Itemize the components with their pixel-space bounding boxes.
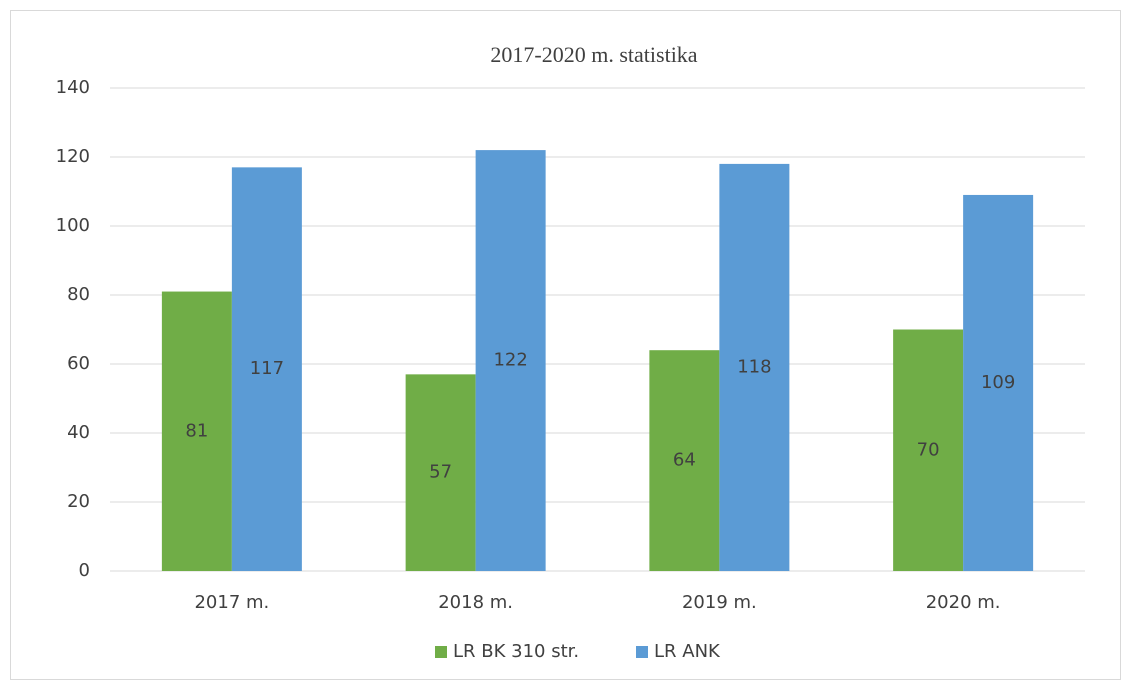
x-tick-label: 2017 m. — [194, 592, 269, 613]
bar — [893, 329, 964, 571]
bar — [405, 374, 476, 571]
y-tick-label: 20 — [67, 491, 90, 512]
y-tick-label: 100 — [56, 215, 90, 236]
data-label: 70 — [917, 439, 940, 460]
y-tick-label: 120 — [56, 146, 90, 167]
bar — [963, 194, 1034, 571]
data-label: 57 — [429, 462, 452, 483]
x-tick-label: 2019 m. — [682, 592, 757, 613]
data-label: 64 — [673, 450, 696, 471]
data-label: 109 — [981, 372, 1015, 393]
data-label: 118 — [737, 356, 771, 377]
x-tick-label: 2018 m. — [438, 592, 513, 613]
data-label: 117 — [250, 358, 284, 379]
bar — [719, 163, 790, 571]
data-label: 81 — [185, 420, 208, 441]
data-label: 122 — [493, 350, 527, 371]
y-tick-label: 0 — [79, 560, 90, 581]
bar — [649, 350, 720, 571]
y-tick-label: 80 — [67, 284, 90, 305]
x-tick-label: 2020 m. — [926, 592, 1001, 613]
chart-title: 2017-2020 m. statistika — [490, 42, 697, 67]
bar — [161, 291, 232, 571]
legend-label: LR BK 310 str. — [453, 641, 579, 662]
legend-swatch — [435, 646, 447, 658]
bar — [475, 150, 546, 571]
y-tick-label: 140 — [56, 77, 90, 98]
y-tick-label: 60 — [67, 353, 90, 374]
legend-label: LR ANK — [654, 641, 721, 662]
y-tick-label: 40 — [67, 422, 90, 443]
bar — [231, 167, 302, 571]
legend-swatch — [636, 646, 648, 658]
